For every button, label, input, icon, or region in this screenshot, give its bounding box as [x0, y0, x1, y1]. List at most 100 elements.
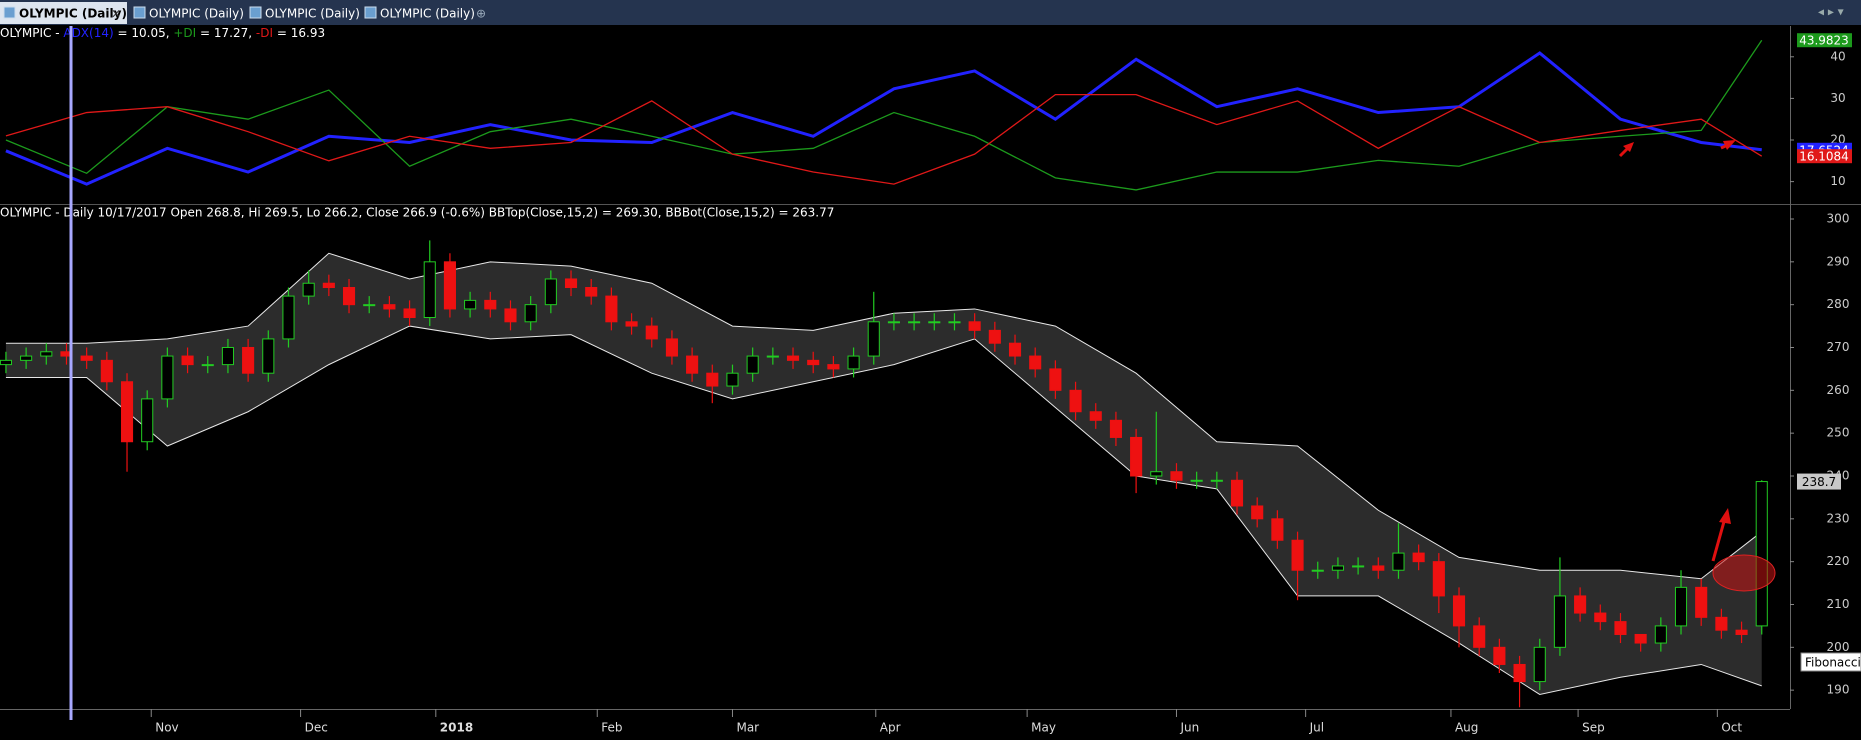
candle-body [0, 359, 12, 366]
arrow [1711, 517, 1727, 562]
x-tick-label: Oct [1721, 721, 1742, 735]
x-tick-label: 2018 [440, 721, 473, 735]
candle-body [1109, 419, 1122, 438]
candle-body [1452, 595, 1466, 627]
arrow-head [1623, 142, 1634, 152]
y-tick-label: 290 [1827, 254, 1850, 268]
candle-body [262, 338, 275, 374]
candle-body [201, 364, 214, 367]
tab-label[interactable]: OLYMPIC (Daily) [149, 7, 244, 21]
candle-body [1574, 595, 1587, 614]
new-tab[interactable]: ⊕ [476, 7, 486, 21]
candle-body [1715, 616, 1728, 631]
x-tick-label: Apr [880, 721, 901, 735]
readout-part: +DI [173, 26, 196, 40]
candle-body [181, 355, 194, 366]
candle-body [968, 321, 981, 331]
line-series [5, 51, 1762, 186]
value-label: 43.9823 [1799, 34, 1849, 48]
candle-body [1089, 411, 1102, 421]
candle-body [221, 346, 234, 366]
candle-body [1170, 471, 1183, 481]
tab-scroll[interactable]: ◂ ▸ ▾ [1818, 5, 1844, 19]
tab-label[interactable]: OLYMPIC (Daily) [19, 7, 127, 21]
candle-body [1412, 552, 1425, 563]
readout-part: = 10.05, [118, 26, 170, 40]
tab[interactable] [130, 2, 241, 24]
candle-body [1190, 479, 1203, 482]
y-tick-label: 300 [1827, 211, 1850, 225]
candle-body [1150, 471, 1163, 477]
candle-body [1130, 436, 1143, 477]
highlight-ellipse [1712, 554, 1776, 592]
arrow-head [1723, 140, 1736, 150]
y-tick-label: 220 [1827, 554, 1850, 568]
tab[interactable] [361, 2, 471, 24]
candle-body [746, 355, 759, 374]
candle-body [1513, 663, 1526, 683]
candle-body [342, 287, 356, 306]
tab-close: × [111, 7, 121, 21]
candle-body [161, 355, 174, 400]
candle-body [1634, 633, 1647, 644]
tab[interactable] [0, 2, 127, 24]
value-label: 16.1084 [1799, 150, 1849, 164]
side-label[interactable]: Fibonacci [1805, 656, 1861, 670]
candle-body [786, 355, 800, 361]
tab[interactable] [246, 2, 356, 24]
candle-body [1533, 646, 1546, 683]
tab-label[interactable]: OLYMPIC (Daily) [380, 7, 475, 21]
candle-body [867, 321, 880, 357]
x-tick-label: Dec [305, 721, 328, 735]
tab-label[interactable]: OLYMPIC (Daily) [265, 7, 360, 21]
y-tick-label: 210 [1827, 597, 1850, 611]
candle-body [423, 261, 436, 319]
band-bottom [5, 325, 1762, 695]
candle-body [928, 321, 941, 324]
candle-body [1432, 561, 1445, 597]
x-tick-label: Feb [601, 721, 622, 735]
candle-body [1735, 629, 1748, 635]
candle-body [1755, 481, 1768, 627]
tab-icon [249, 6, 262, 19]
x-tick-label: Nov [155, 721, 178, 735]
x-tick-label: Aug [1455, 721, 1478, 735]
candle-body [726, 372, 739, 387]
candle-body [363, 304, 376, 307]
side-box [1800, 652, 1861, 672]
candle-body [686, 355, 699, 374]
candle-body [988, 329, 1001, 344]
candle-body [625, 321, 638, 327]
candle-body [847, 355, 860, 370]
tab-icon [364, 6, 377, 19]
candle-body [665, 338, 678, 357]
y-tick-label: 10 [1830, 174, 1845, 188]
price-label: 238.7 [1802, 475, 1836, 489]
candle-body [1594, 612, 1607, 623]
candle-body [1210, 479, 1223, 482]
candle-body [807, 359, 820, 366]
candle-body [120, 381, 134, 443]
candle-body [20, 355, 33, 361]
x-tick-label: Jul [1309, 721, 1324, 735]
candle-body [40, 351, 53, 357]
candle-body [1392, 552, 1405, 571]
candle-body [524, 304, 537, 323]
y-tick-label: 190 [1827, 683, 1850, 697]
tab-icon [3, 6, 16, 19]
candle-body [1493, 646, 1506, 665]
candle-body [645, 325, 658, 340]
y-tick-label: 260 [1827, 383, 1850, 397]
candle-body [141, 398, 154, 443]
candle-body [100, 359, 113, 383]
y-tick-label: 40 [1830, 49, 1845, 63]
candle-body [585, 287, 598, 297]
candle-body [908, 321, 921, 324]
candle-body [1352, 565, 1365, 568]
candle-body [242, 346, 255, 374]
candle-body [1251, 505, 1264, 520]
value-box [1797, 33, 1852, 48]
candle-body [1291, 539, 1304, 571]
y-tick-label: 30 [1830, 91, 1845, 105]
